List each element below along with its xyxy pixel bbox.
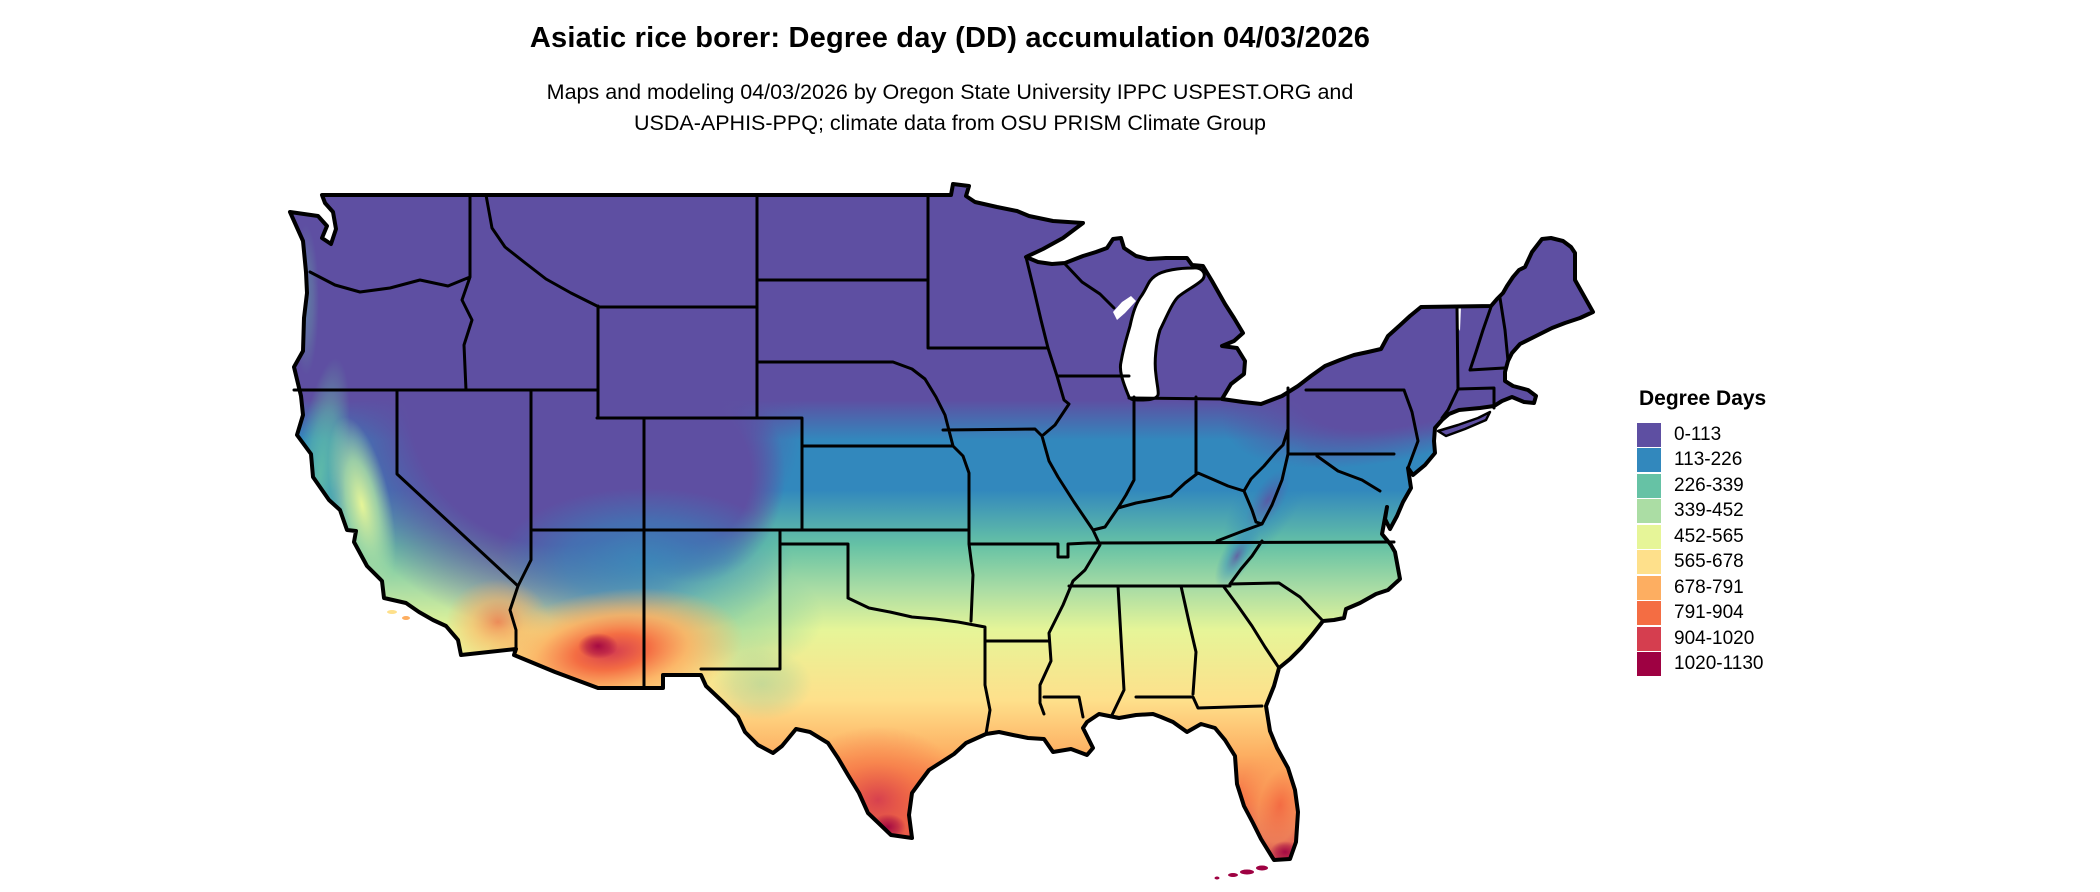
legend-item-label: 904-1020 [1674,627,1755,649]
legend-item-label: 1020-1130 [1674,653,1764,675]
legend-swatch [1637,626,1661,651]
legend-swatch [1637,652,1661,677]
legend-items: 0-113 113-226 226-339 339-452 452-565 565-678… [1637,422,1766,677]
legend-swatch [1637,448,1661,473]
legend-item-label: 565-678 [1674,551,1744,573]
legend-item: 678-791 [1637,575,1766,601]
legend-item: 452-565 [1637,524,1766,550]
great-lakes [1113,266,1461,402]
legend-item: 0-113 [1637,422,1766,448]
legend-swatch [1637,601,1661,626]
legend-item: 113-226 [1637,448,1766,474]
legend-swatch [1637,550,1661,575]
us-outline [288,182,1595,862]
legend-item: 339-452 [1637,499,1766,525]
legend-item: 791-904 [1637,601,1766,627]
florida-keys [1214,865,1268,880]
legend-item: 904-1020 [1637,626,1766,652]
legend-item-label: 452-565 [1674,525,1744,547]
legend-item-label: 339-452 [1674,500,1744,522]
legend-swatch [1637,575,1661,600]
green-bay [1113,296,1136,320]
legend-item-label: 678-791 [1674,576,1744,598]
legend-item: 1020-1130 [1637,652,1766,678]
map-raster-fill [290,184,1593,860]
legend-item: 565-678 [1637,550,1766,576]
channel-islands [387,610,410,620]
subtitle-line-1: Maps and modeling 04/03/2026 by Oregon S… [546,80,1354,104]
long-island [1436,410,1492,438]
legend-item-label: 0-113 [1674,423,1722,445]
legend-swatch [1637,499,1661,524]
legend-title: Degree Days [1639,387,1767,410]
legend-item: 226-339 [1637,473,1766,499]
page-subtitle: Maps and modeling 04/03/2026 by Oregon S… [100,77,1800,139]
subtitle-line-2: USDA-APHIS-PPQ; climate data from OSU PR… [633,111,1267,135]
legend-item-label: 791-904 [1674,602,1744,624]
legend-swatch [1637,473,1661,498]
lake-michigan [1118,266,1206,402]
state-borders [292,193,1510,736]
title-block: Asiatic rice borer: Degree day (DD) accu… [100,0,1800,139]
legend-swatch [1637,422,1661,447]
page-title: Asiatic rice borer: Degree day (DD) accu… [529,22,1371,54]
legend-item-label: 226-339 [1674,474,1744,496]
legend-item-label: 113-226 [1674,449,1743,471]
legend-swatch [1637,524,1661,549]
legend: Degree Days 0-113 113-226 226-339 339-452 45… [1637,387,1766,677]
